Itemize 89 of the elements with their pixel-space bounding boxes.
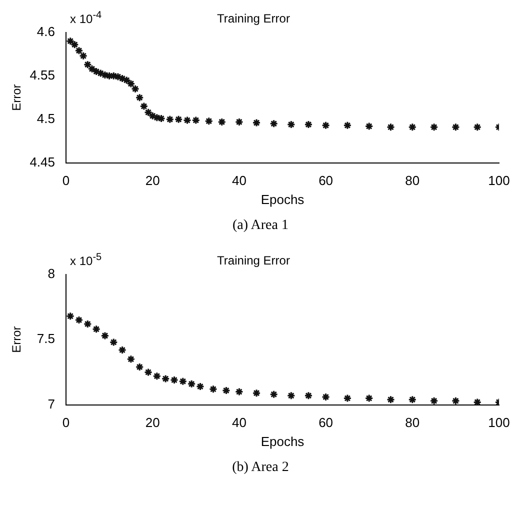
point [166,115,174,124]
y-tick-label: 4.55 [30,67,55,82]
x-tick-label: 80 [405,415,420,430]
text: x 10$^{-5}$ [70,252,102,268]
point [252,388,261,398]
point [131,84,140,94]
point [66,36,75,46]
point [135,362,144,372]
point [208,384,218,394]
point [70,40,79,49]
point [126,354,136,364]
point [178,377,188,386]
point [66,312,75,320]
point [218,118,226,126]
x-tick-label: 100 [488,173,510,188]
x-tick-label: 80 [405,173,420,188]
x-tick-label: 100 [488,415,510,430]
x-tick-label: 40 [232,173,246,188]
point [118,346,127,354]
x-tick-label: 20 [145,415,160,430]
point [144,108,153,117]
x-tick-label: 0 [62,173,70,188]
point [135,93,144,102]
chart-title: Training Error [217,12,290,26]
y-axis-title: Error [10,326,24,353]
point [187,380,196,388]
point [270,390,278,399]
point [222,386,230,395]
point [322,392,330,402]
point [430,122,438,132]
point [451,396,460,405]
y-tick-label: 4.5 [36,110,55,126]
chart-title: Training Error [217,254,290,268]
point [304,120,313,129]
point [322,121,330,130]
point [196,382,204,391]
point [252,118,261,128]
point [204,116,214,126]
x-tick-label: 40 [232,415,246,430]
point [234,118,244,126]
text: x 10$^{-4}$ [70,10,102,26]
y-tick-label: 7.5 [36,331,55,346]
point [234,388,244,396]
x-axis-title: Epochs [260,192,305,207]
point [182,116,192,124]
point [192,116,200,124]
y-tick-label: 4.6 [36,24,55,39]
point [343,394,352,403]
point [100,331,110,340]
point [83,320,92,328]
point [170,376,178,384]
point [364,122,374,131]
point [343,121,352,130]
point [74,316,84,324]
point [152,372,162,380]
x-tick-label: 60 [318,173,334,188]
text: (a) Area 1 [232,218,290,234]
y-axis-title: Error [10,84,24,111]
point [79,52,88,60]
point [109,338,118,346]
point [286,120,296,129]
point [286,391,296,400]
point [408,122,417,132]
point [364,394,374,403]
point [473,398,482,405]
point [174,115,183,124]
x-tick-label: 60 [318,415,334,430]
point [473,122,482,132]
y-tick-label: 7 [48,396,55,412]
point [386,395,395,404]
point [161,374,170,383]
x-axis-title: Epochs [260,434,305,449]
point [140,102,148,111]
x-tick-label: 0 [62,415,70,430]
point [144,368,153,376]
y-tick-label: 4.45 [30,154,55,170]
text: (b) Area 2 [231,460,290,476]
x-tick-label: 20 [145,173,160,188]
point [430,396,438,405]
point [304,391,313,400]
point [92,324,101,334]
point [270,119,278,128]
point [157,114,166,123]
y-tick-label: 8 [48,266,55,281]
point [83,60,92,69]
point [74,46,84,55]
point [451,122,460,132]
point [386,122,395,132]
point [408,395,417,404]
